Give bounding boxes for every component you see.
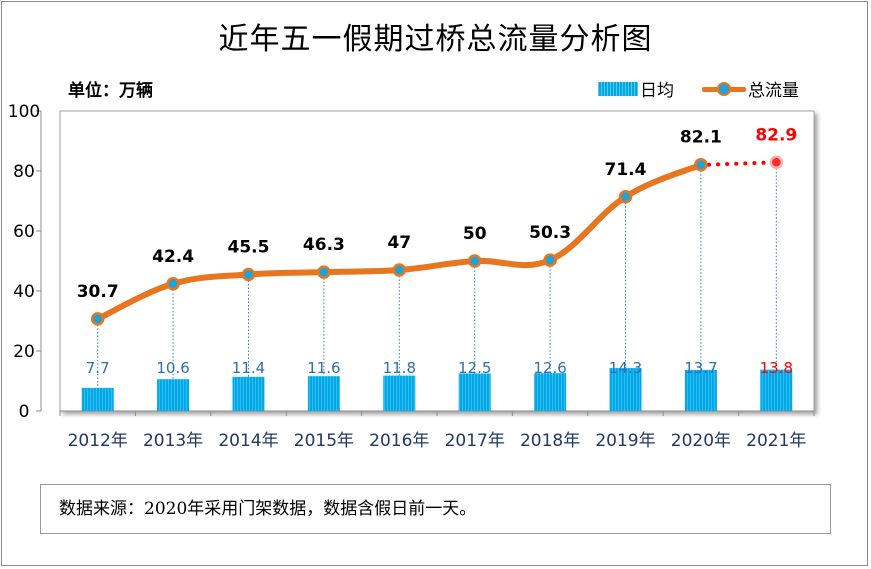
point-total bbox=[90, 312, 105, 326]
bar-daily bbox=[684, 369, 717, 411]
y-tick-label: 20 bbox=[13, 342, 35, 362]
x-tick-label: 2020年 bbox=[671, 431, 731, 451]
data-label-daily: 13.8 bbox=[760, 359, 793, 377]
data-label-total: 82.9 bbox=[755, 125, 797, 145]
y-tick-label: 40 bbox=[13, 282, 35, 302]
x-tick-label: 2013年 bbox=[143, 431, 203, 451]
point-total bbox=[241, 267, 256, 282]
x-tick-label: 2021年 bbox=[746, 431, 806, 451]
note-text: 数据来源：2020年采用门架数据，数据含假日前一天。 bbox=[59, 499, 477, 519]
chart-title: 近年五一假期过桥总流量分析图 bbox=[218, 22, 653, 57]
bar-daily bbox=[458, 373, 491, 411]
data-label-total: 42.4 bbox=[152, 247, 194, 267]
bar-daily bbox=[81, 387, 114, 411]
data-label-daily: 11.4 bbox=[232, 359, 265, 377]
x-tick-label: 2019年 bbox=[595, 431, 655, 451]
point-total bbox=[166, 277, 180, 291]
x-tick-label: 2012年 bbox=[68, 431, 128, 451]
unit-label: 单位：万辆 bbox=[68, 81, 153, 101]
data-label-daily: 12.6 bbox=[533, 359, 566, 377]
data-label-daily: 12.5 bbox=[458, 359, 491, 377]
legend-line-swatch bbox=[702, 81, 746, 96]
bar-daily bbox=[534, 373, 567, 411]
data-label-total: 50 bbox=[463, 224, 487, 244]
data-label-daily: 13.7 bbox=[684, 359, 717, 377]
bar-daily bbox=[232, 376, 265, 411]
data-label-daily: 11.6 bbox=[307, 359, 340, 377]
data-label-total: 46.3 bbox=[303, 235, 345, 255]
data-label-total: 82.1 bbox=[680, 128, 722, 148]
point-total bbox=[694, 157, 708, 172]
point-total bbox=[769, 155, 784, 170]
x-tick-label: 2015年 bbox=[294, 431, 354, 451]
x-tick-label: 2017年 bbox=[445, 431, 505, 451]
y-tick-label: 60 bbox=[13, 222, 35, 242]
point-total bbox=[317, 265, 331, 279]
data-label-total: 47 bbox=[387, 233, 411, 253]
legend-item-total: 总流量 bbox=[702, 76, 799, 101]
plot-area bbox=[59, 110, 815, 412]
x-tick-label: 2018年 bbox=[520, 431, 580, 451]
point-total bbox=[467, 254, 482, 268]
data-label-daily: 11.8 bbox=[383, 359, 416, 377]
bar-daily bbox=[760, 369, 793, 411]
data-label-total: 45.5 bbox=[228, 238, 270, 258]
legend-bar-swatch bbox=[598, 81, 638, 96]
data-label-total: 71.4 bbox=[605, 160, 647, 180]
x-tick-label: 2014年 bbox=[218, 431, 278, 451]
point-total bbox=[392, 263, 407, 277]
y-tick-label: 0 bbox=[19, 402, 30, 422]
bar-daily bbox=[609, 368, 642, 411]
dotted-extension-line bbox=[706, 160, 779, 167]
x-tick-label: 2016年 bbox=[369, 431, 429, 451]
point-total bbox=[618, 190, 633, 204]
bar-daily bbox=[383, 375, 416, 411]
bar-daily bbox=[307, 376, 340, 411]
y-tick-label: 100 bbox=[8, 102, 40, 122]
legend-label-daily: 日均 bbox=[640, 81, 674, 101]
legend-item-daily: 日均 bbox=[598, 76, 674, 101]
legend-label-total: 总流量 bbox=[748, 81, 799, 101]
bar-daily bbox=[157, 379, 190, 411]
data-label-daily: 7.7 bbox=[86, 359, 110, 377]
y-tick-label: 80 bbox=[13, 162, 35, 182]
note-box: 数据来源：2020年采用门架数据，数据含假日前一天。 bbox=[40, 484, 831, 534]
data-label-total: 30.7 bbox=[77, 282, 119, 302]
point-total bbox=[543, 253, 557, 267]
data-label-total: 50.3 bbox=[529, 223, 571, 243]
data-label-daily: 10.6 bbox=[156, 359, 189, 377]
data-label-daily: 14.3 bbox=[609, 359, 642, 377]
